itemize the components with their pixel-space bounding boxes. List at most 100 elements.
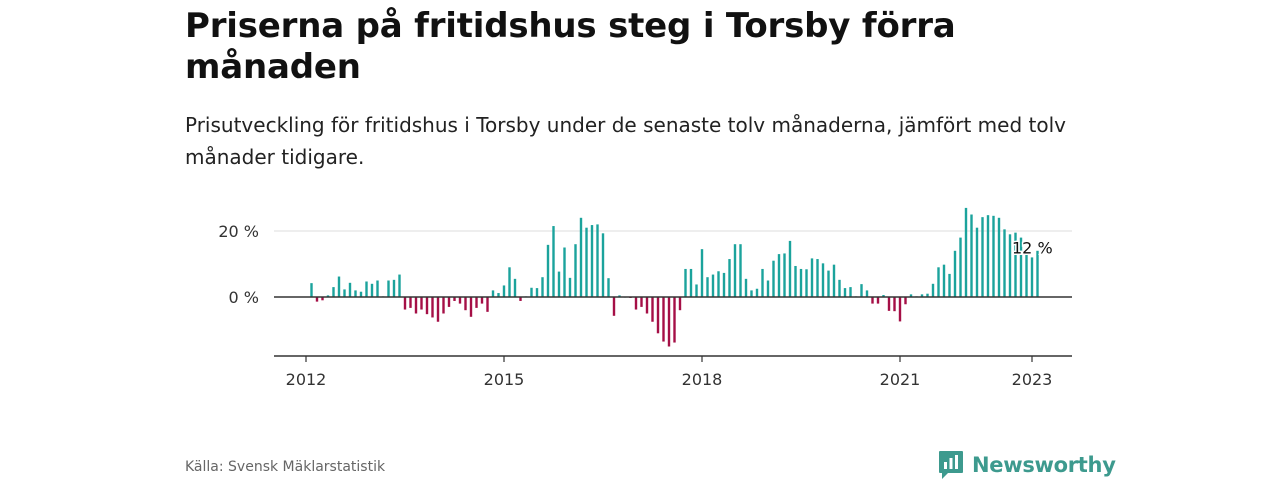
bar: [535, 288, 539, 297]
bar: [887, 297, 891, 311]
bar: [810, 258, 814, 297]
bar: [904, 297, 907, 305]
bar: [513, 278, 517, 297]
bar: [717, 271, 720, 297]
bar: [453, 297, 456, 301]
bar: [816, 259, 819, 297]
bar: [431, 297, 434, 318]
bar: [926, 293, 929, 297]
bar: [997, 217, 1001, 297]
bar: [783, 253, 786, 297]
bar: [673, 297, 676, 343]
bar: [1025, 249, 1028, 297]
bar: [750, 290, 753, 297]
bar: [799, 268, 803, 297]
bar: [458, 297, 462, 304]
bar: [1008, 234, 1012, 297]
bar: [403, 297, 407, 310]
bar: [706, 277, 709, 297]
bar: [645, 297, 649, 314]
bar: [827, 270, 830, 297]
bar: [662, 297, 665, 342]
bar: [959, 237, 962, 297]
bar: [981, 217, 984, 297]
bar: [1019, 237, 1023, 297]
bar: [414, 297, 418, 314]
annotation-label: 12 %: [1012, 238, 1053, 257]
bar: [348, 282, 352, 297]
bar: [832, 264, 836, 297]
bar: [475, 297, 478, 308]
bar: [541, 277, 544, 297]
bar: [321, 297, 324, 301]
bar: [376, 280, 379, 297]
bar: [497, 293, 500, 297]
bar: [640, 297, 643, 307]
bar: [838, 279, 841, 297]
bar: [860, 284, 863, 297]
bar: [970, 214, 973, 297]
bar: [491, 290, 495, 297]
bar: [992, 215, 995, 297]
bar: [755, 288, 759, 297]
bar: [1036, 250, 1039, 297]
bar: [689, 268, 693, 297]
bar: [326, 295, 330, 297]
x-tick-label: 2018: [682, 370, 723, 389]
bar: [667, 297, 671, 347]
bar: [563, 247, 566, 297]
bar: [365, 281, 368, 297]
x-tick-label: 2012: [286, 370, 327, 389]
bar: [436, 297, 440, 322]
bar: [1030, 257, 1034, 297]
bar: [761, 268, 764, 297]
bar: [337, 276, 341, 297]
bar: [359, 291, 363, 297]
bar: [1014, 232, 1017, 297]
bar: [948, 273, 951, 297]
bar: [656, 297, 660, 334]
bar: [700, 249, 704, 297]
bar: [805, 269, 808, 297]
bar: [788, 240, 792, 297]
bar: [464, 297, 467, 311]
bar: [354, 290, 357, 297]
bar: [442, 297, 445, 314]
bar: [612, 297, 616, 316]
bar: [387, 280, 390, 297]
bar: [409, 297, 412, 308]
bar: [871, 297, 874, 304]
bar: [519, 297, 522, 301]
bar: [310, 283, 313, 297]
bar: [794, 265, 797, 297]
newsworthy-logo: Newsworthy: [938, 450, 1116, 480]
bar: [882, 295, 885, 297]
bar: [557, 271, 561, 297]
bar: [766, 280, 770, 297]
bar: [618, 295, 621, 297]
bar: [651, 297, 654, 322]
bar: [986, 215, 990, 297]
bar: [392, 279, 396, 297]
bar: [684, 268, 687, 297]
bar: [343, 289, 346, 297]
bar: [596, 224, 599, 297]
bar: [772, 260, 775, 297]
newsworthy-logo-icon: [939, 451, 963, 479]
bar: [607, 278, 610, 297]
bar: [447, 297, 451, 307]
bar: [370, 283, 374, 297]
bar: [502, 285, 506, 297]
bar: [678, 297, 682, 311]
bar: [552, 226, 555, 297]
bar: [733, 244, 737, 297]
bar: [590, 225, 594, 297]
bar: [953, 250, 957, 297]
bar: [332, 287, 335, 297]
x-tick-label: 2021: [880, 370, 921, 389]
bar: [634, 297, 638, 310]
bar: [909, 294, 913, 297]
bar: [574, 244, 577, 297]
bar: [876, 297, 880, 304]
